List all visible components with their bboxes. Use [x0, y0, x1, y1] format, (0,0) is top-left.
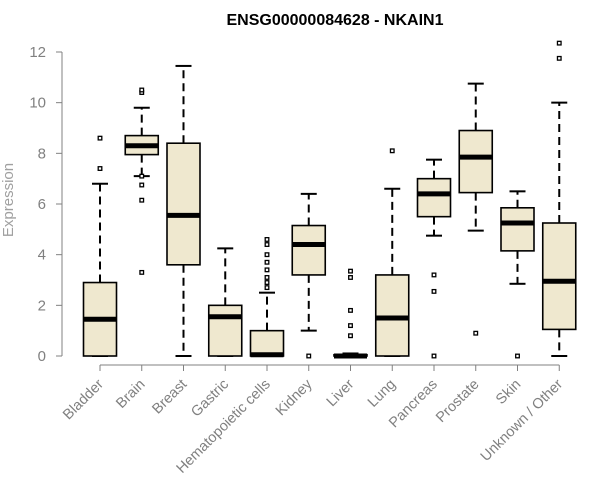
- x-tick-label: Breast: [149, 377, 190, 418]
- chart-title: ENSG00000084628 - NKAIN1: [226, 12, 443, 29]
- outlier-point: [264, 285, 270, 291]
- y-tick-label: 4: [38, 247, 46, 264]
- outlier-point: [515, 353, 520, 359]
- box-iqr: [541, 222, 577, 331]
- outlier-point: [139, 173, 145, 179]
- y-axis-label: Expression: [0, 163, 17, 237]
- box-pancreas: [416, 158, 452, 359]
- box-iqr: [166, 142, 201, 266]
- y-tick-label: 12: [29, 44, 46, 61]
- box-iqr: [249, 329, 285, 357]
- outlier-point: [264, 242, 270, 247]
- y-axis: 0 2 4 6 8 10 12: [29, 44, 63, 365]
- box-prostate: [458, 82, 494, 336]
- outlier-point: [306, 353, 312, 359]
- box-brain: [124, 87, 160, 275]
- outlier-point: [139, 197, 145, 203]
- outlier-point: [473, 330, 479, 336]
- outlier-point: [348, 307, 353, 313]
- box-kidney: [291, 192, 327, 359]
- outlier-point: [264, 237, 270, 242]
- box-iqr: [500, 207, 535, 252]
- outlier-point: [97, 166, 103, 171]
- outlier-point: [264, 267, 270, 273]
- outlier-point: [264, 259, 270, 265]
- box-unknown-other: [541, 40, 577, 357]
- box-iqr: [416, 177, 452, 218]
- box-gastric: [207, 247, 243, 357]
- x-tick-label: Liver: [324, 376, 358, 410]
- y-tick-label: 6: [38, 196, 46, 213]
- outlier-point: [431, 288, 437, 294]
- x-tick-label: Skin: [493, 377, 524, 408]
- outlier-point: [139, 269, 145, 275]
- outlier-point: [348, 333, 353, 339]
- box-skin: [500, 190, 535, 359]
- outlier-point: [264, 275, 270, 280]
- y-tick-label: 8: [38, 145, 46, 162]
- box-iqr: [207, 304, 243, 357]
- box-lung: [374, 148, 410, 357]
- outlier-point: [348, 275, 353, 280]
- y-tick-label: 10: [29, 95, 46, 112]
- outlier-point: [556, 40, 562, 46]
- x-tick-label: Kidney: [273, 376, 316, 419]
- x-tick-label: Prostate: [433, 377, 482, 426]
- y-tick-label: 2: [38, 297, 46, 314]
- box-iqr: [374, 274, 410, 357]
- outlier-point: [97, 135, 103, 141]
- x-tick-label: Brain: [113, 377, 148, 412]
- outlier-point: [139, 87, 145, 93]
- plot-area: [82, 40, 577, 359]
- outlier-point: [431, 353, 437, 359]
- outlier-point: [348, 323, 353, 329]
- box-bladder: [82, 135, 118, 357]
- y-tick-label: 0: [38, 348, 46, 365]
- box-hematopoietic-cells: [249, 237, 285, 358]
- x-tick-label: Bladder: [60, 376, 107, 423]
- outlier-point: [389, 148, 395, 154]
- box-iqr: [458, 129, 494, 194]
- outlier-point: [139, 182, 145, 188]
- outlier-point: [431, 272, 437, 278]
- outlier-point: [348, 268, 353, 274]
- x-tick-label: Lung: [365, 377, 399, 411]
- box-liver: [333, 268, 368, 359]
- box-breast: [166, 64, 201, 357]
- outlier-point: [264, 280, 270, 285]
- box-iqr: [291, 224, 327, 276]
- outlier-point: [556, 55, 562, 61]
- outlier-point: [264, 252, 270, 258]
